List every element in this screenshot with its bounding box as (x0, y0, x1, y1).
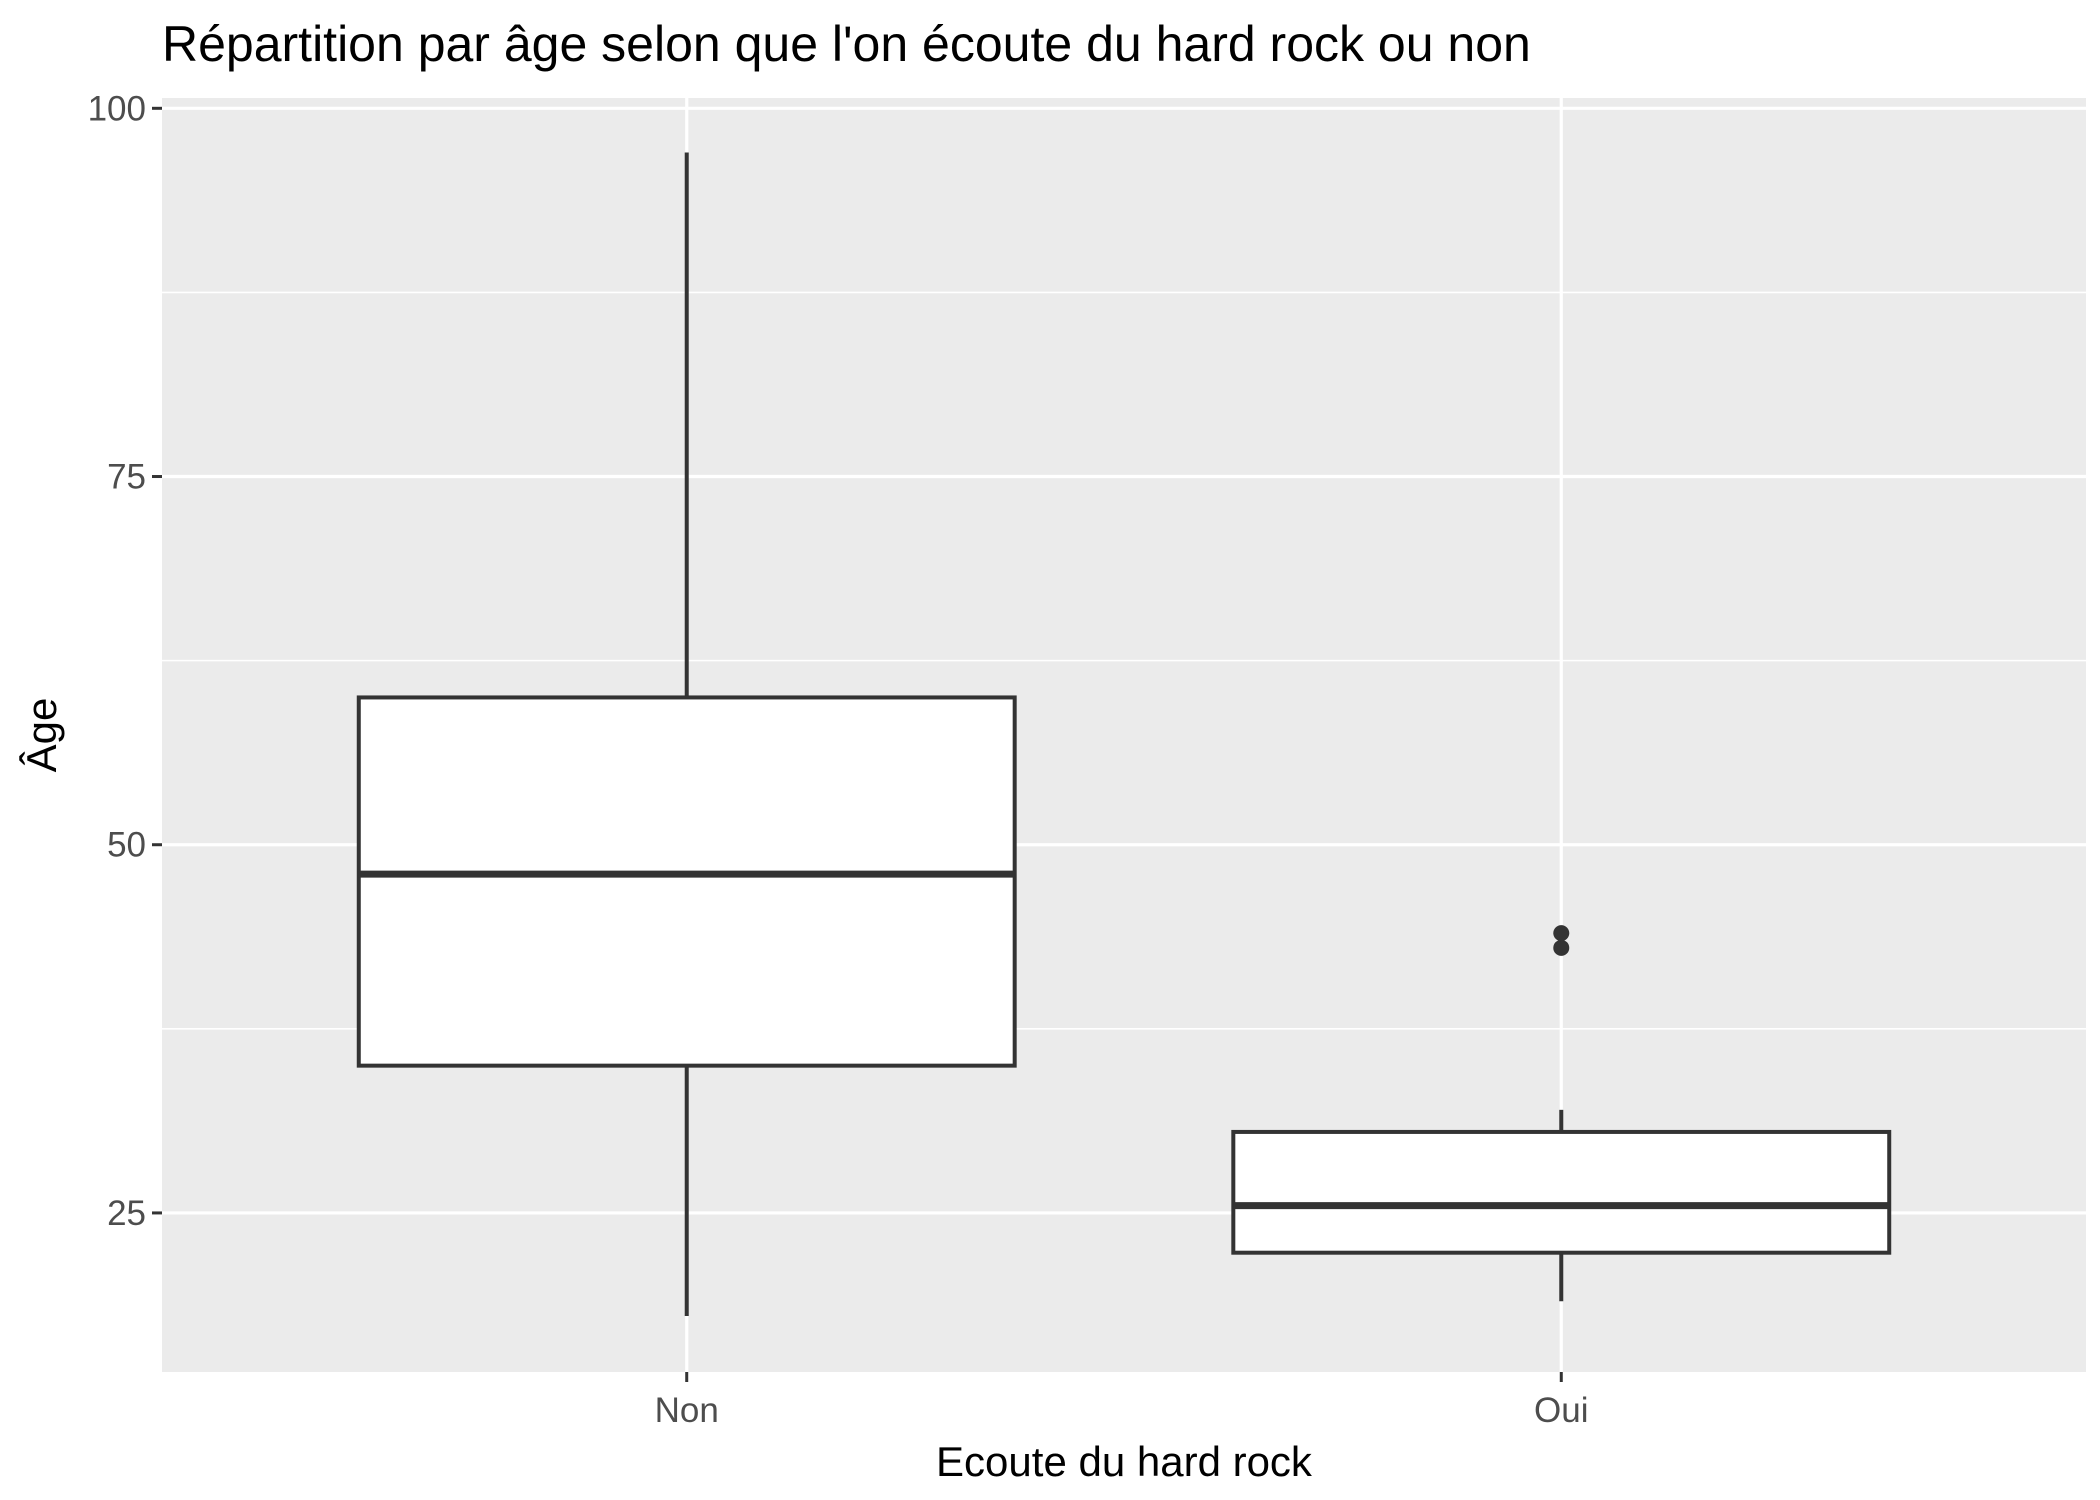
y-axis-title: Âge (18, 698, 65, 773)
outlier-point (1553, 925, 1570, 942)
x-tick-label: Oui (1534, 1391, 1588, 1430)
interquartile-box (1231, 1129, 1892, 1255)
y-axis: 25 50 75 100 (88, 89, 162, 1233)
box-non (356, 152, 1017, 1317)
y-tick-label: 100 (88, 89, 146, 128)
boxplot-series (356, 152, 1892, 1317)
x-tick-label: Non (655, 1391, 719, 1430)
x-axis-title: Ecoute du hard rock (936, 1438, 1313, 1485)
outlier-point (1553, 939, 1570, 956)
box-oui (1231, 925, 1892, 1302)
y-tick-label: 25 (107, 1194, 146, 1233)
y-tick-label: 50 (107, 826, 146, 865)
x-axis: Non Oui (655, 1372, 1589, 1430)
chart-title: Répartition par âge selon que l'on écout… (162, 16, 1531, 72)
interquartile-box (356, 695, 1017, 1068)
y-tick-label: 75 (107, 458, 146, 497)
